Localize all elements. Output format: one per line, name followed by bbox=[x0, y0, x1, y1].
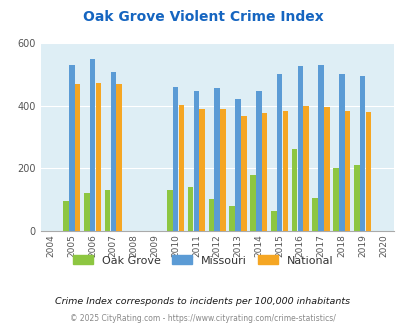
Bar bbox=[116, 84, 121, 231]
Bar bbox=[95, 83, 101, 231]
Bar bbox=[359, 76, 364, 231]
Bar bbox=[110, 72, 116, 231]
Bar bbox=[173, 87, 178, 231]
Bar bbox=[344, 111, 350, 231]
Bar bbox=[318, 65, 323, 231]
Bar bbox=[234, 99, 240, 231]
Bar bbox=[270, 211, 276, 231]
Bar bbox=[193, 90, 199, 231]
Bar bbox=[69, 65, 75, 231]
Bar bbox=[312, 198, 317, 231]
Bar bbox=[199, 109, 205, 231]
Bar bbox=[220, 109, 225, 231]
Bar bbox=[166, 190, 172, 231]
Bar bbox=[282, 111, 288, 231]
Bar bbox=[261, 114, 267, 231]
Bar bbox=[208, 199, 214, 231]
Bar bbox=[249, 175, 255, 231]
Bar bbox=[178, 105, 184, 231]
Bar bbox=[214, 88, 220, 231]
Bar bbox=[297, 66, 303, 231]
Bar bbox=[104, 190, 110, 231]
Bar bbox=[338, 74, 344, 231]
Bar bbox=[333, 168, 338, 231]
Bar bbox=[241, 116, 246, 231]
Bar bbox=[75, 84, 80, 231]
Bar bbox=[276, 74, 281, 231]
Bar bbox=[291, 149, 296, 231]
Bar bbox=[63, 201, 68, 231]
Bar bbox=[90, 59, 95, 231]
Legend: Oak Grove, Missouri, National: Oak Grove, Missouri, National bbox=[68, 251, 337, 270]
Bar bbox=[323, 107, 329, 231]
Bar bbox=[84, 193, 90, 231]
Bar bbox=[303, 106, 308, 231]
Bar bbox=[255, 90, 261, 231]
Bar bbox=[365, 112, 370, 231]
Bar bbox=[188, 187, 193, 231]
Bar bbox=[229, 206, 234, 231]
Text: Crime Index corresponds to incidents per 100,000 inhabitants: Crime Index corresponds to incidents per… bbox=[55, 297, 350, 306]
Text: © 2025 CityRating.com - https://www.cityrating.com/crime-statistics/: © 2025 CityRating.com - https://www.city… bbox=[70, 314, 335, 323]
Text: Oak Grove Violent Crime Index: Oak Grove Violent Crime Index bbox=[83, 10, 322, 24]
Bar bbox=[353, 165, 359, 231]
